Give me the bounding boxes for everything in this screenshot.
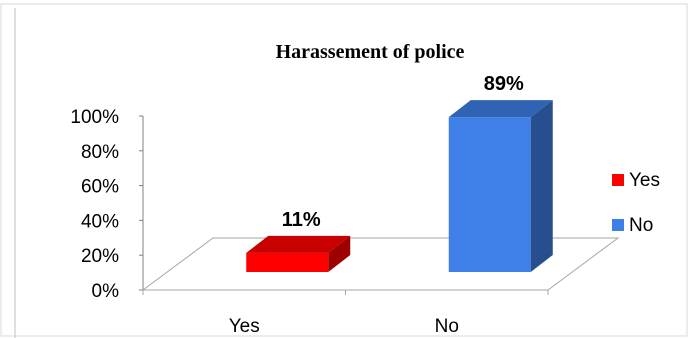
y-tick-label: 40%: [81, 211, 119, 232]
x-category-label: No: [435, 316, 459, 337]
bar-top-face: [448, 100, 553, 118]
data-label: 89%: [484, 73, 524, 95]
y-tick-label: 20%: [81, 246, 119, 267]
data-label: 11%: [282, 209, 321, 231]
label-layer: 11% Yes 89% No: [229, 73, 524, 337]
y-tick-label: 100%: [70, 107, 119, 128]
bar-no: [448, 100, 553, 272]
bar-layer: [246, 100, 553, 272]
legend: Yes No: [612, 170, 660, 236]
x-category-label: Yes: [229, 316, 260, 337]
legend-label-yes: Yes: [629, 170, 660, 191]
chart-title: Harassement of police: [276, 41, 465, 63]
legend-label-no: No: [629, 215, 653, 236]
chart-floor: [141, 237, 620, 291]
legend-swatch-no: [612, 219, 624, 231]
floor-layer: [141, 237, 620, 295]
bar-side-face: [530, 100, 553, 272]
y-tick-label: 0%: [92, 281, 120, 302]
y-tick-label: 80%: [81, 142, 119, 163]
bar-front-face: [246, 252, 329, 272]
chart-frame: [0, 3, 688, 337]
legend-swatch-yes: [612, 174, 624, 186]
axis-layer: 0% 20% 40% 60% 80% 100%: [70, 107, 144, 302]
bar-top-face: [246, 235, 351, 253]
bar-yes: [246, 235, 351, 272]
bar-front-face: [448, 117, 531, 272]
y-tick-label: 60%: [81, 177, 119, 198]
bar-side-face: [328, 235, 351, 272]
